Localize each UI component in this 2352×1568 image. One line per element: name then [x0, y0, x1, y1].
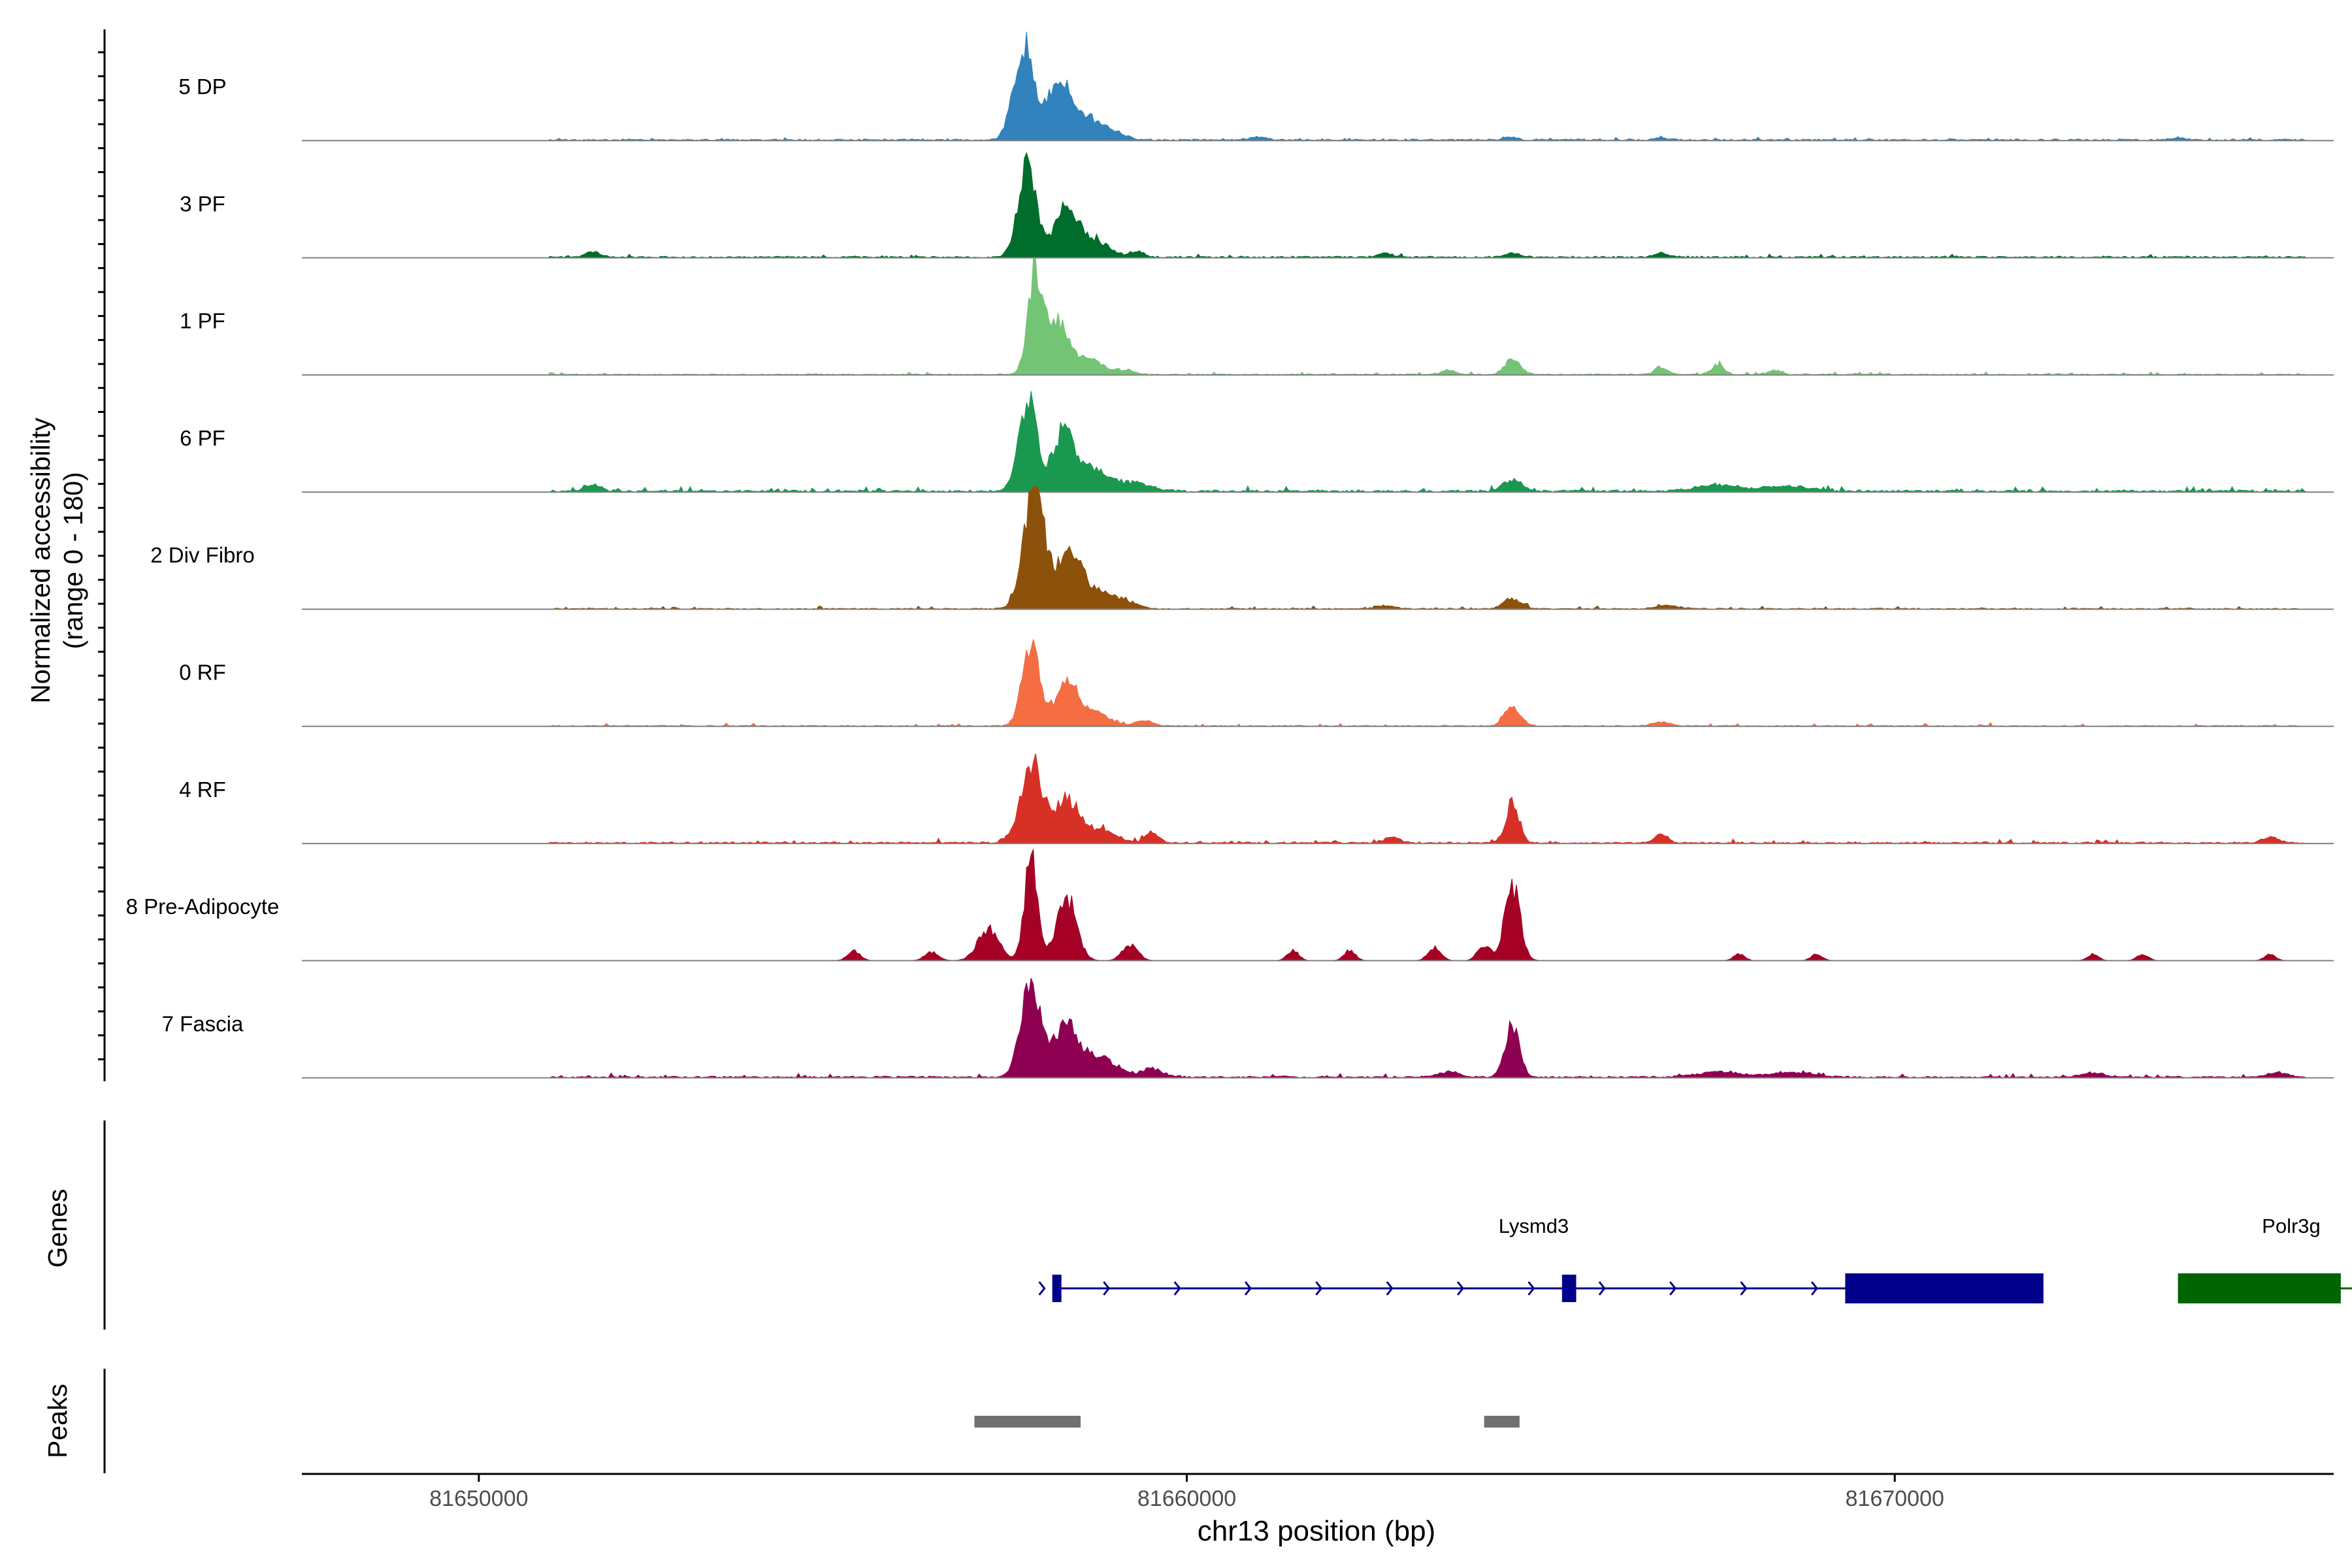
y-axis-title-line1: Normalized accessibility [25, 417, 56, 704]
gene-exon [1052, 1275, 1062, 1302]
coverage-area [302, 257, 2334, 376]
gene-exon [2178, 1273, 2341, 1303]
gene-annotation-track: Lysmd3 Polr3g [1038, 1215, 2352, 1303]
track-label: 7 Fascia [162, 1011, 244, 1036]
track-label: 1 PF [180, 309, 225, 333]
coverage-area [302, 31, 2334, 141]
strand-arrow [1386, 1281, 1394, 1296]
gene-label: Lysmd3 [1499, 1215, 1569, 1237]
strand-arrow [1103, 1281, 1111, 1296]
peaks-panel-label: Peaks [42, 1384, 73, 1458]
track-label: 0 RF [179, 661, 226, 685]
x-tick-label: 81670000 [1846, 1486, 1944, 1511]
coverage-area [302, 486, 2334, 610]
track-8-pre-adipocyte: 8 Pre-Adipocyte [126, 849, 2334, 962]
track-0-rf: 0 RF [179, 639, 2334, 727]
coverage-tracks: 5 DP 3 PF 1 PF 6 PF 2 Div Fibro 0 RF 4 RF 8 Pre… [126, 31, 2334, 1079]
track-4-rf: 4 RF [179, 753, 2334, 845]
track-label: 6 PF [180, 426, 225, 450]
gene-polr3g: Polr3g [2178, 1215, 2352, 1303]
peak-region [1484, 1416, 1520, 1428]
track-label: 4 RF [179, 777, 226, 802]
x-axis-title: chr13 position (bp) [1198, 1515, 1435, 1547]
track-7-fascia: 7 Fascia [162, 977, 2334, 1079]
track-label: 3 PF [180, 191, 225, 216]
track-3-pf: 3 PF [180, 152, 2334, 259]
coverage-area [302, 753, 2334, 844]
genes-panel-label: Genes [42, 1189, 73, 1268]
strand-arrow [1598, 1281, 1606, 1296]
gene-lysmd3: Lysmd3 [1038, 1215, 2044, 1303]
strand-arrow [1669, 1281, 1677, 1296]
peak-region [974, 1416, 1081, 1428]
x-tick-label: 81660000 [1137, 1486, 1236, 1511]
strand-arrow [1456, 1281, 1465, 1296]
peaks-track [974, 1416, 1520, 1428]
coverage-area [302, 977, 2334, 1079]
y-axis-title-line2: (range 0 - 180) [58, 472, 88, 649]
strand-arrow [1740, 1281, 1748, 1296]
track-label: 8 Pre-Adipocyte [126, 894, 280, 919]
track-6-pf: 6 PF [180, 391, 2334, 493]
track-label: 5 DP [178, 74, 226, 99]
track-2-div-fibro: 2 Div Fibro [150, 486, 2334, 610]
strand-arrow [1173, 1281, 1181, 1296]
gene-exon [1845, 1273, 2044, 1303]
strand-arrow [1244, 1281, 1252, 1296]
track-5-dp: 5 DP [178, 31, 2334, 142]
y-axis-ticks [98, 51, 105, 1060]
coverage-area [302, 849, 2334, 961]
track-1-pf: 1 PF [180, 257, 2334, 376]
x-axis: 81650000 81660000 81670000 [302, 1473, 2334, 1511]
strand-arrow [1810, 1281, 1818, 1296]
gene-exon [1561, 1275, 1576, 1302]
strand-arrow [1315, 1281, 1323, 1296]
coverage-area [302, 639, 2334, 727]
x-tick-label: 81650000 [429, 1486, 528, 1511]
strand-arrow [1527, 1281, 1535, 1296]
gene-label: Polr3g [2262, 1215, 2321, 1237]
strand-arrow [1038, 1281, 1046, 1296]
coverage-area [302, 152, 2334, 259]
coverage-area [302, 391, 2334, 493]
track-label: 2 Div Fibro [150, 543, 255, 567]
